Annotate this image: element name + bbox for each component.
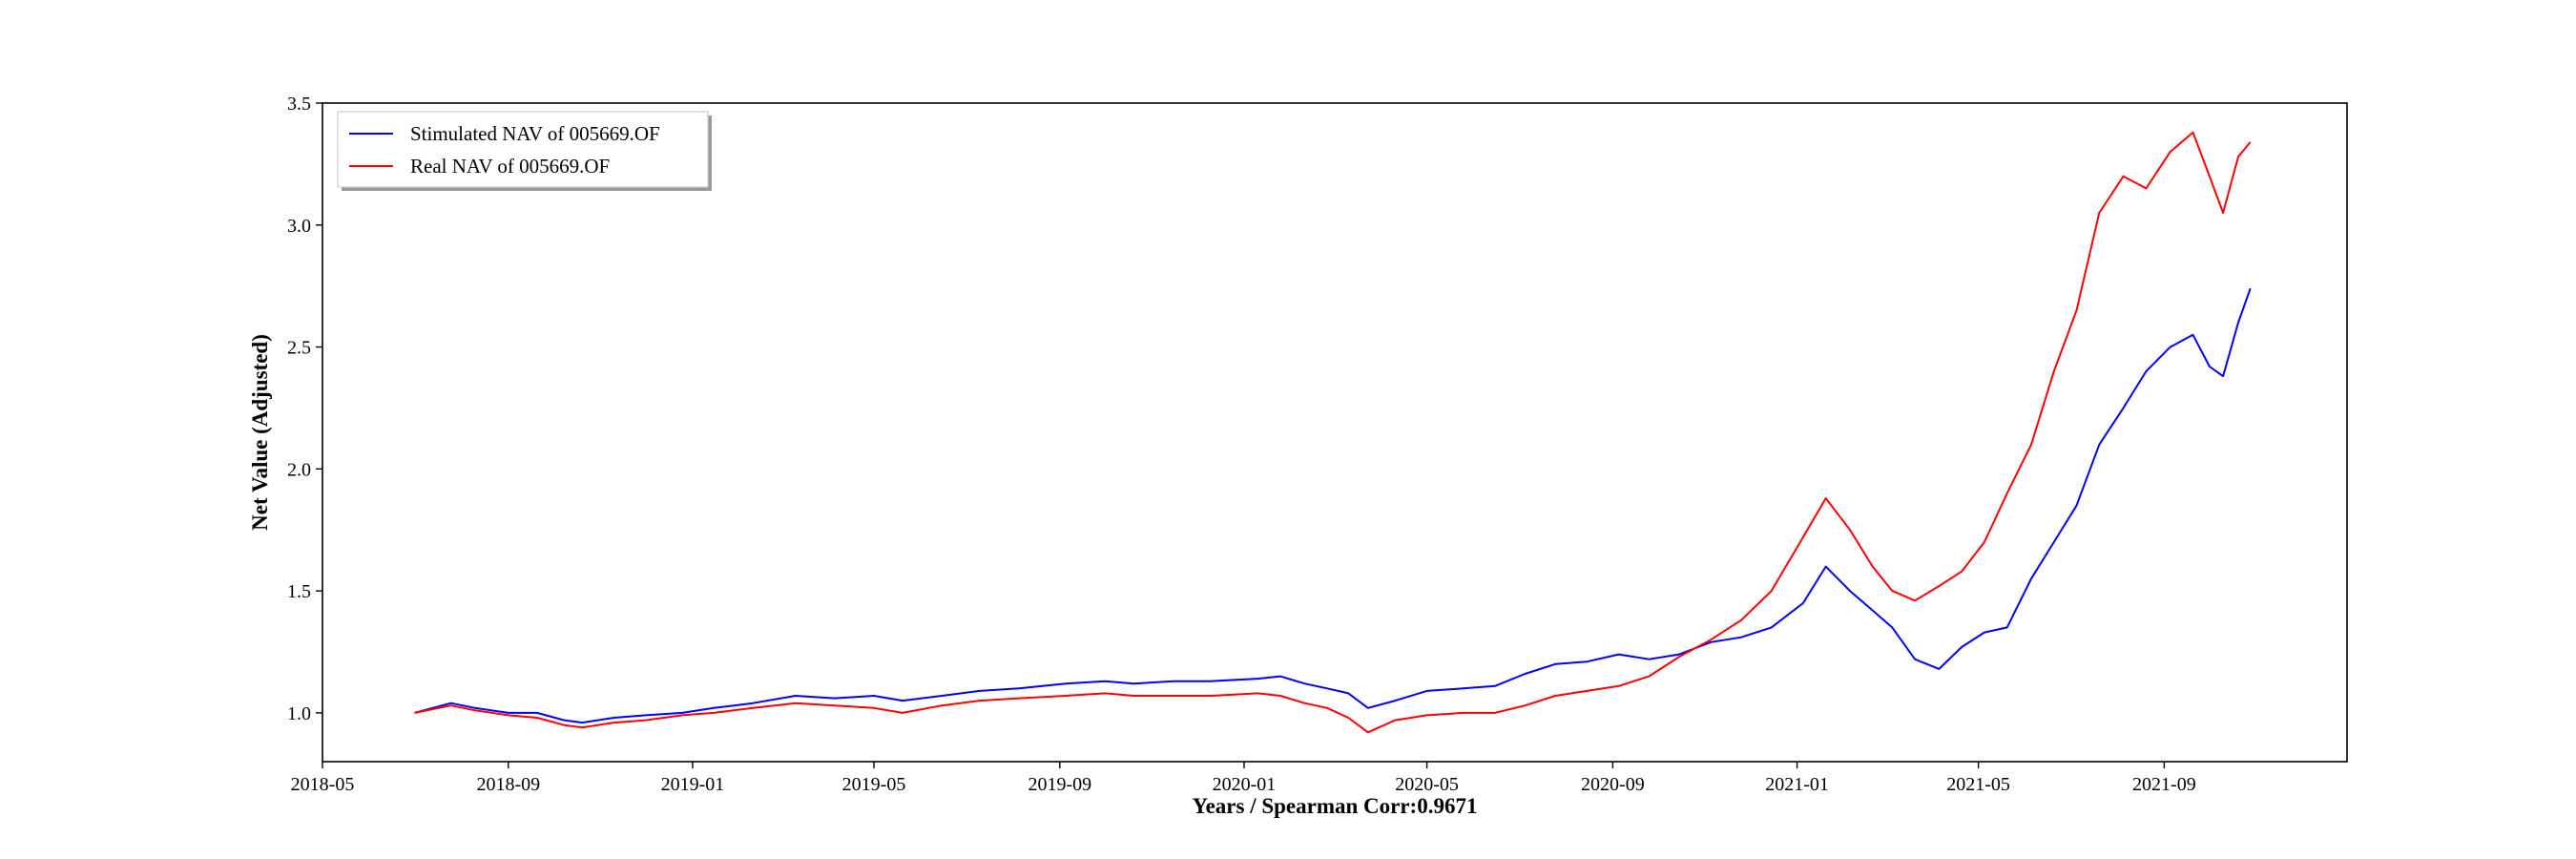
plot-area-frame	[322, 102, 2348, 763]
x-tick-label: 2020-05	[1395, 774, 1459, 795]
x-tick-label: 2021-01	[1765, 774, 1829, 795]
y-tick-label: 2.0	[287, 459, 311, 480]
series-line-real	[414, 131, 2252, 734]
x-tick-label: 2020-01	[1213, 774, 1277, 795]
y-axis-label: Net Value (Adjusted)	[248, 334, 272, 531]
x-tick-label: 2018-05	[291, 774, 355, 795]
y-tick-label: 2.5	[287, 338, 311, 359]
y-tick-label: 3.5	[287, 94, 311, 115]
x-tick-label: 2018-09	[476, 774, 540, 795]
legend-label-stimulated: Stimulated NAV of 005669.OF	[410, 122, 660, 145]
series-layer	[414, 131, 2252, 734]
x-tick-label: 2019-05	[842, 774, 906, 795]
legend-box	[337, 111, 709, 188]
x-tick-label: 2019-01	[661, 774, 725, 795]
y-tick-label: 3.0	[287, 216, 311, 237]
x-tick-label: 2019-09	[1028, 774, 1091, 795]
y-tick-label: 1.5	[287, 581, 311, 602]
x-tick-label: 2020-09	[1581, 774, 1645, 795]
x-axis: 2018-05 2018-09 2019-01 2019-05 2019-09 2020-…	[291, 762, 2196, 795]
x-axis-label: Years / Spearman Corr:0.9671	[1193, 794, 1478, 818]
y-tick-label: 1.0	[287, 703, 311, 724]
series-line-stimulated	[414, 287, 2252, 724]
legend-label-real: Real NAV of 005669.OF	[410, 155, 610, 178]
x-tick-label: 2021-05	[1946, 774, 2010, 795]
legend: Stimulated NAV of 005669.OF Real NAV of …	[337, 111, 712, 191]
x-tick-label: 2021-09	[2132, 774, 2196, 795]
y-axis: 1.0 1.5 2.0 2.5 3.0 3.5	[287, 94, 322, 724]
